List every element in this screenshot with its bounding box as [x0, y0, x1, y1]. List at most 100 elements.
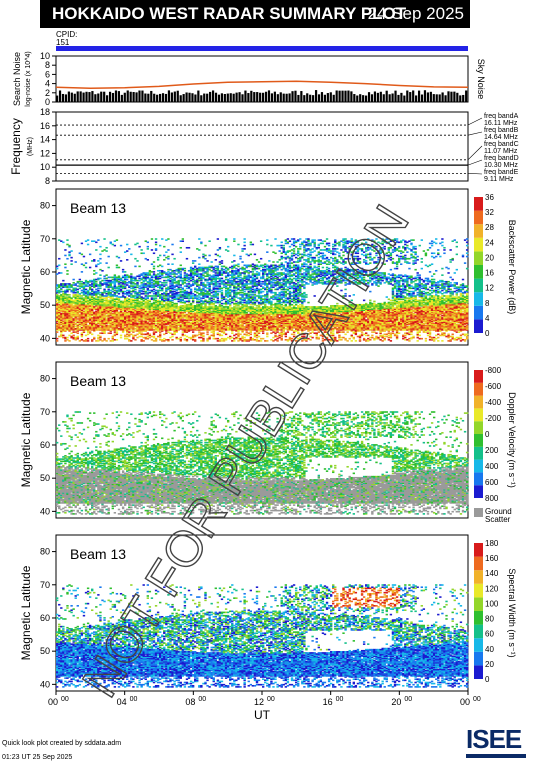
heatmap-cell — [64, 290, 66, 292]
heatmap-cell — [184, 290, 186, 292]
heatmap-cell — [208, 297, 210, 299]
search-noise-bar — [362, 95, 364, 102]
heatmap-cell — [118, 275, 120, 277]
heatmap-cell — [243, 268, 245, 270]
heatmap-cell — [151, 339, 153, 341]
search-noise-bar — [297, 95, 299, 102]
heatmap-cell — [99, 327, 101, 329]
heatmap-cell — [130, 340, 132, 342]
heatmap-cell — [248, 314, 250, 316]
heatmap-cell — [221, 303, 223, 305]
search-noise-bar — [356, 96, 358, 102]
heatmap-cell — [138, 290, 140, 292]
heatmap-cell — [116, 239, 118, 241]
heatmap-cell — [81, 243, 83, 245]
heatmap-cell — [147, 272, 149, 274]
heatmap-cell — [140, 286, 142, 288]
heatmap-cell — [264, 263, 266, 265]
heatmap-cell — [233, 238, 235, 240]
heatmap-cell — [68, 251, 70, 253]
heatmap-cell — [190, 284, 192, 286]
heatmap-cell — [211, 311, 213, 313]
search-noise-bar — [444, 95, 446, 102]
heatmap-cell — [112, 297, 114, 299]
heatmap-cell — [149, 303, 151, 305]
heatmap-cell — [229, 292, 231, 294]
heatmap-cell — [167, 238, 169, 240]
heatmap-cell — [217, 332, 219, 334]
search-noise-bar — [197, 91, 199, 102]
heatmap-cell — [239, 316, 241, 318]
heatmap-cell — [215, 274, 217, 276]
heatmap-cell — [204, 275, 206, 277]
heatmap-cell — [122, 312, 124, 314]
heatmap-cell — [186, 273, 188, 275]
heatmap-cell — [62, 337, 64, 339]
heatmap-cell — [229, 289, 231, 291]
frequency-band-name: freq bandA — [484, 113, 519, 120]
heatmap-cell — [241, 250, 243, 252]
search-noise-bar — [394, 91, 396, 102]
heatmap-cell — [235, 307, 237, 309]
heatmap-cell — [211, 290, 213, 292]
heatmap-cell — [213, 274, 215, 276]
heatmap-cell — [147, 277, 149, 279]
heatmap-cell — [116, 277, 118, 279]
frequency-panel — [56, 112, 468, 181]
heatmap-cell — [153, 283, 155, 285]
heatmap-cell — [101, 292, 103, 294]
heatmap-cell — [239, 277, 241, 279]
heatmap-cell — [184, 338, 186, 340]
heatmap-cell — [163, 297, 165, 299]
heatmap-cell — [225, 238, 227, 240]
heatmap-cell — [223, 286, 225, 288]
search-noise-bar — [85, 92, 87, 102]
heatmap-cell — [165, 314, 167, 316]
heatmap-cell — [153, 336, 155, 338]
heatmap-cell — [243, 245, 245, 247]
heatmap-cell — [229, 284, 231, 286]
heatmap-cell — [239, 272, 241, 274]
heatmap-cell — [250, 254, 252, 256]
heatmap-cell — [89, 298, 91, 300]
search-noise-bar — [159, 94, 161, 102]
heatmap-cell — [72, 305, 74, 307]
heatmap-cell — [103, 302, 105, 304]
heatmap-cell — [118, 296, 120, 298]
heatmap-cell — [93, 279, 95, 281]
heatmap-cell — [262, 267, 264, 269]
heatmap-cell — [83, 340, 85, 342]
heatmap-cell — [89, 292, 91, 294]
heatmap-cell — [169, 278, 171, 280]
search-noise-bar — [412, 90, 414, 102]
heatmap-cell — [93, 312, 95, 314]
heatmap-cell — [155, 297, 157, 299]
heatmap-cell — [182, 294, 184, 296]
noise-ylabel: Search Noise — [12, 52, 22, 106]
heatmap-cell — [219, 283, 221, 285]
search-noise-bar — [124, 93, 126, 102]
heatmap-cell — [143, 283, 145, 285]
heatmap-cell — [130, 334, 132, 336]
heatmap-cell — [99, 336, 101, 338]
heatmap-cell — [128, 298, 130, 300]
heatmap-cell — [136, 334, 138, 336]
heatmap-cell — [180, 291, 182, 293]
heatmap-cell — [75, 337, 77, 339]
heatmap-cell — [81, 285, 83, 287]
heatmap-cell — [122, 275, 124, 277]
heatmap-cell — [126, 312, 128, 314]
heatmap-cell — [167, 258, 169, 260]
heatmap-cell — [108, 256, 110, 258]
heatmap-cell — [188, 274, 190, 276]
heatmap-cell — [58, 284, 60, 286]
heatmap-cell — [248, 306, 250, 308]
heatmap-cell — [165, 275, 167, 277]
heatmap-cell — [58, 258, 60, 260]
heatmap-cell — [235, 270, 237, 272]
heatmap-cell — [186, 301, 188, 303]
heatmap-cell — [188, 283, 190, 285]
heatmap-cell — [213, 286, 215, 288]
heatmap-cell — [219, 334, 221, 336]
heatmap-cell — [196, 301, 198, 303]
